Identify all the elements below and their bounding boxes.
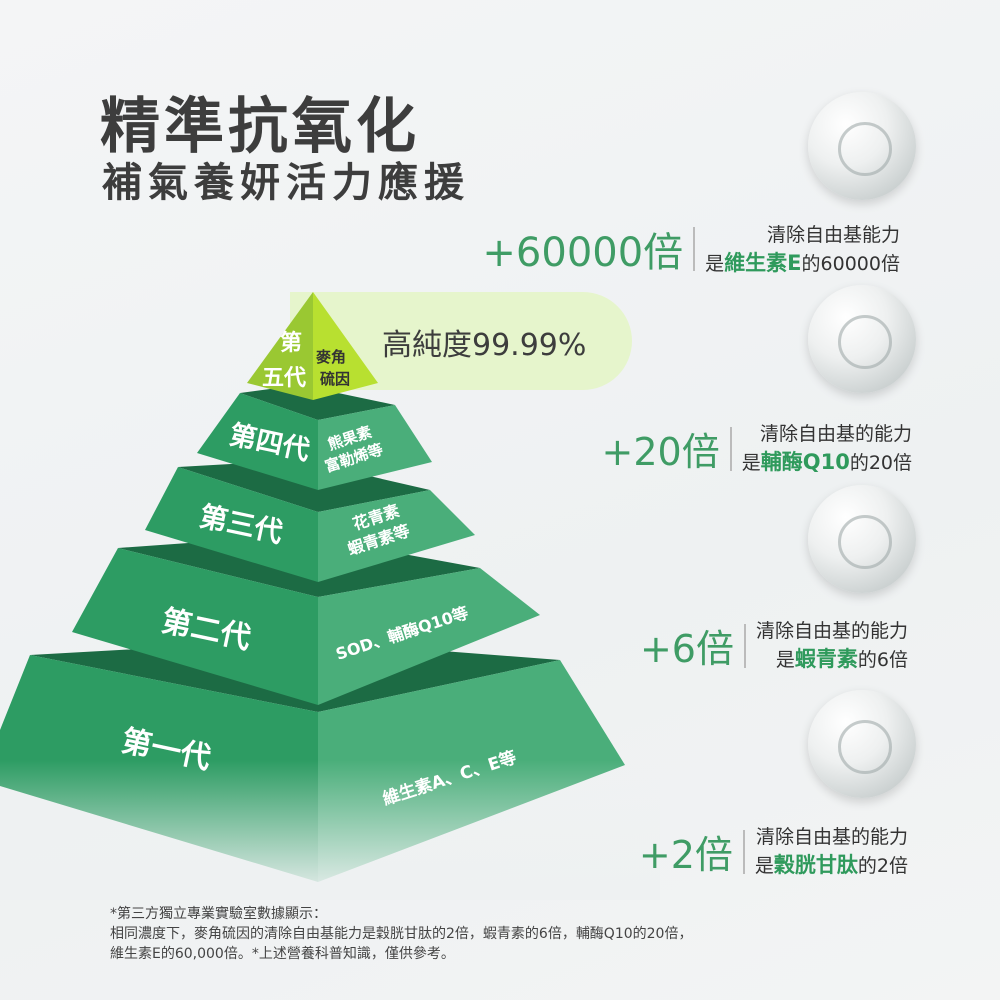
tier-5-ingredient-line2: 硫因	[320, 370, 350, 388]
tier-5-generation-line2: 五代	[262, 366, 306, 391]
multiplier: +20倍	[601, 430, 720, 474]
molecule-bubble-4	[808, 690, 916, 798]
molecule-bubble-3	[808, 485, 916, 593]
footnote-line3: 維生素E的60,000倍。*上述營養科普知識，僅供參考。	[110, 946, 455, 962]
desc-line2: 是輔酶Q10的20倍	[741, 450, 912, 474]
desc-line1: 清除自由基的能力	[759, 423, 912, 445]
divider	[729, 426, 732, 471]
comparison-vitamin-e: +60000倍 清除自由基能力 是維生素E的60000倍	[482, 220, 900, 278]
molecule-bubble-2	[808, 285, 916, 393]
desc-line1: 清除自由基的能力	[755, 620, 908, 642]
comparison-astaxanthin: +6倍 清除自由基的能力 是蝦青素的6倍	[640, 617, 908, 674]
divider	[743, 623, 746, 668]
tier-4: 第四代 熊果素 富勒烯等	[197, 385, 432, 490]
multiplier: +60000倍	[482, 230, 684, 276]
tier-5: 第 五代 麥角 硫因	[247, 292, 378, 400]
desc-line2: 是蝦青素的6倍	[775, 647, 908, 671]
tier-5-ingredient-line1: 麥角	[315, 348, 346, 366]
footnote-line2: 相同濃度下，麥角硫因的清除自由基能力是穀胱甘肽的2倍，蝦青素的6倍，輔酶Q10的…	[110, 926, 693, 942]
footnote-line1: *第三方獨立專業實驗室數據顯示：	[110, 906, 327, 922]
footnote: *第三方獨立專業實驗室數據顯示： 相同濃度下，麥角硫因的清除自由基能力是穀胱甘肽…	[110, 904, 692, 964]
comparison-coq10: +20倍 清除自由基的能力 是輔酶Q10的20倍	[602, 420, 912, 477]
tier-3: 第三代 花青素 蝦青素等	[145, 460, 475, 582]
divider	[742, 829, 745, 874]
desc-line2: 是穀胱甘肽的2倍	[754, 853, 908, 877]
desc-line1: 清除自由基能力	[766, 223, 900, 246]
bottom-fade	[0, 760, 660, 900]
desc-line2: 是維生素E的60000倍	[705, 250, 900, 275]
antioxidant-pyramid: 第一代 維生素A、C、E等 第二代 SOD、輔酶Q10等 第三代 花青素 蝦青素…	[0, 292, 660, 900]
comparison-glutathione: +2倍 清除自由基的能力 是穀胱甘肽的2倍	[639, 823, 908, 880]
molecule-bubble-1	[808, 92, 916, 200]
multiplier: +6倍	[639, 627, 734, 671]
desc-line1: 清除自由基的能力	[755, 826, 908, 848]
purity-label: 高純度99.99%	[382, 328, 587, 363]
page-title: 精準抗氧化	[100, 92, 420, 162]
tier-5-generation-line1: 第	[280, 330, 302, 356]
divider	[693, 227, 696, 271]
multiplier: +2倍	[638, 833, 733, 877]
page-subtitle: 補氣養妍活力應援	[102, 160, 470, 206]
